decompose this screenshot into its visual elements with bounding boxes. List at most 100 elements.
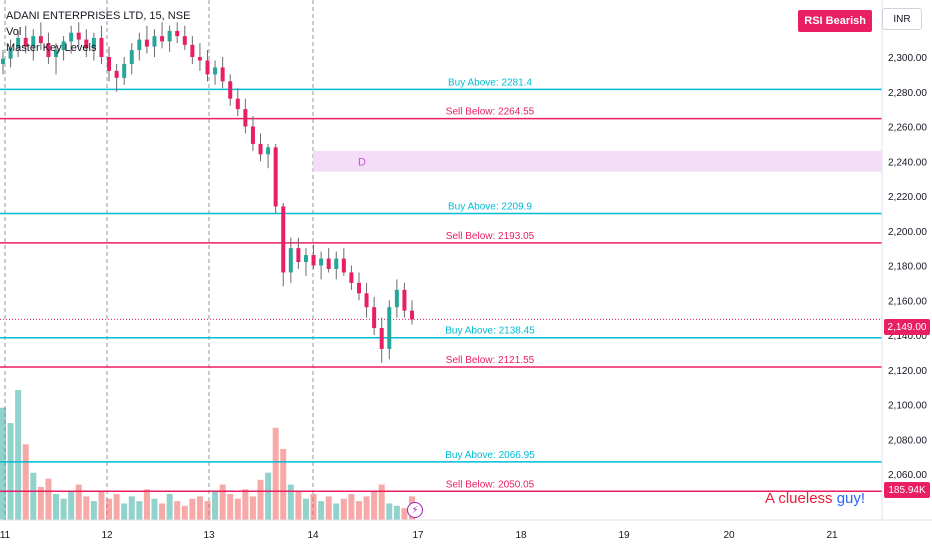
- price-tick-label: 2,160.00: [888, 296, 927, 307]
- key-level-label: Buy Above: 2209.9: [448, 202, 532, 213]
- candle: [107, 46, 112, 82]
- volume-bar: [227, 494, 234, 520]
- volume-bar: [333, 503, 340, 520]
- volume-bar: [53, 494, 60, 520]
- volume-bar: [128, 496, 135, 520]
- candle: [31, 29, 36, 61]
- candle: [23, 25, 28, 54]
- candle: [46, 32, 51, 64]
- volume-bar: [37, 486, 44, 520]
- candle: [379, 317, 384, 363]
- master-key-levels-label[interactable]: Master Key Levels: [6, 42, 97, 54]
- candle: [228, 74, 233, 106]
- volume-bar: [318, 501, 325, 520]
- volume-bar: [106, 498, 113, 520]
- price-tick-label: 2,240.00: [888, 157, 927, 168]
- time-tick-label: 14: [307, 530, 319, 541]
- candle: [356, 272, 361, 301]
- watermark-part1: A clueless: [765, 490, 833, 507]
- volume-bar: [363, 496, 370, 520]
- volume-bar: [90, 501, 97, 520]
- volume-bar: [348, 494, 355, 520]
- volume-bar: [45, 478, 52, 520]
- volume-bar: [121, 503, 128, 520]
- price-tick-label: 2,220.00: [888, 192, 927, 203]
- volume-bar: [219, 484, 226, 520]
- volume-bar: [22, 444, 29, 520]
- volume-bar: [68, 490, 75, 520]
- candle: [220, 57, 225, 89]
- volume-bar: [60, 498, 67, 520]
- candle: [54, 43, 59, 75]
- volume-bar: [159, 503, 166, 520]
- candle: [364, 282, 369, 318]
- volume-bar: [340, 498, 347, 520]
- volume-bar: [151, 498, 158, 520]
- candle: [1, 50, 5, 75]
- candle: [175, 22, 180, 44]
- candle: [205, 50, 210, 82]
- candle: [160, 22, 165, 49]
- candle: [182, 25, 187, 51]
- price-tick-label: 2,200.00: [888, 227, 927, 238]
- volume-bar: [143, 489, 150, 520]
- candle: [152, 29, 157, 57]
- candle: [266, 143, 271, 169]
- candle: [273, 143, 278, 214]
- volume-bar: [234, 498, 241, 520]
- candle: [394, 279, 399, 318]
- zone-label: D: [358, 156, 366, 168]
- candle: [61, 36, 66, 61]
- volume-bar: [204, 501, 211, 520]
- watermark: A clueless guy!: [765, 490, 865, 507]
- volume-bar: [0, 407, 6, 520]
- price-tick-label: 2,260.00: [888, 123, 927, 134]
- key-level-label: Buy Above: 2066.95: [445, 450, 535, 461]
- price-tick-label: 2,120.00: [888, 366, 927, 377]
- time-tick-label: 13: [203, 530, 215, 541]
- volume-bar: [212, 491, 219, 520]
- candle: [243, 98, 248, 134]
- symbol-title[interactable]: ADANI ENTERPRISES LTD, 15, NSE: [6, 10, 191, 22]
- candle: [99, 25, 104, 64]
- candle: [258, 133, 263, 162]
- current-price-label: 2,149.00: [884, 319, 930, 335]
- key-level-label: Buy Above: 2281.4: [448, 77, 532, 88]
- volume-bar: [30, 472, 37, 520]
- rsi-bearish-badge: RSI Bearish: [798, 10, 872, 32]
- volume-bar: [166, 494, 173, 520]
- volume-bar: [302, 498, 309, 520]
- currency-button[interactable]: INR: [882, 8, 922, 30]
- price-tick-label: 2,140.00: [888, 331, 927, 342]
- volume-bar: [75, 484, 82, 520]
- volume-bar: [265, 472, 272, 520]
- volume-bar: [249, 496, 256, 520]
- key-level-label: Sell Below: 2050.05: [446, 479, 535, 490]
- key-level-label: Sell Below: 2264.55: [446, 107, 535, 118]
- time-tick-label: 18: [515, 530, 527, 541]
- volume-bar: [378, 484, 385, 520]
- candle: [326, 248, 331, 273]
- supply-zone: D: [313, 150, 882, 172]
- vol-indicator-label[interactable]: Vol: [6, 26, 22, 38]
- candle: [349, 265, 354, 290]
- zone-rect: [313, 150, 882, 172]
- volume-bar: [189, 498, 196, 520]
- price-tick-label: 2,080.00: [888, 435, 927, 446]
- time-tick-label: 19: [618, 530, 630, 541]
- volume-bar: [15, 390, 22, 520]
- volume-bar: [113, 494, 120, 520]
- candle: [235, 88, 240, 117]
- chart-grid: [4, 0, 314, 520]
- lightning-icon[interactable]: ⚡: [407, 502, 423, 518]
- volume-bar: [257, 479, 264, 520]
- volume-bar: [83, 496, 90, 520]
- volume-bar: [136, 501, 143, 520]
- key-levels: Buy Above: 2281.4 Sell Below: 2264.55 Buy …: [0, 77, 882, 493]
- candle: [288, 237, 293, 283]
- candle: [76, 22, 81, 47]
- time-tick-label: 11: [0, 530, 11, 541]
- volume-bar: [181, 505, 188, 520]
